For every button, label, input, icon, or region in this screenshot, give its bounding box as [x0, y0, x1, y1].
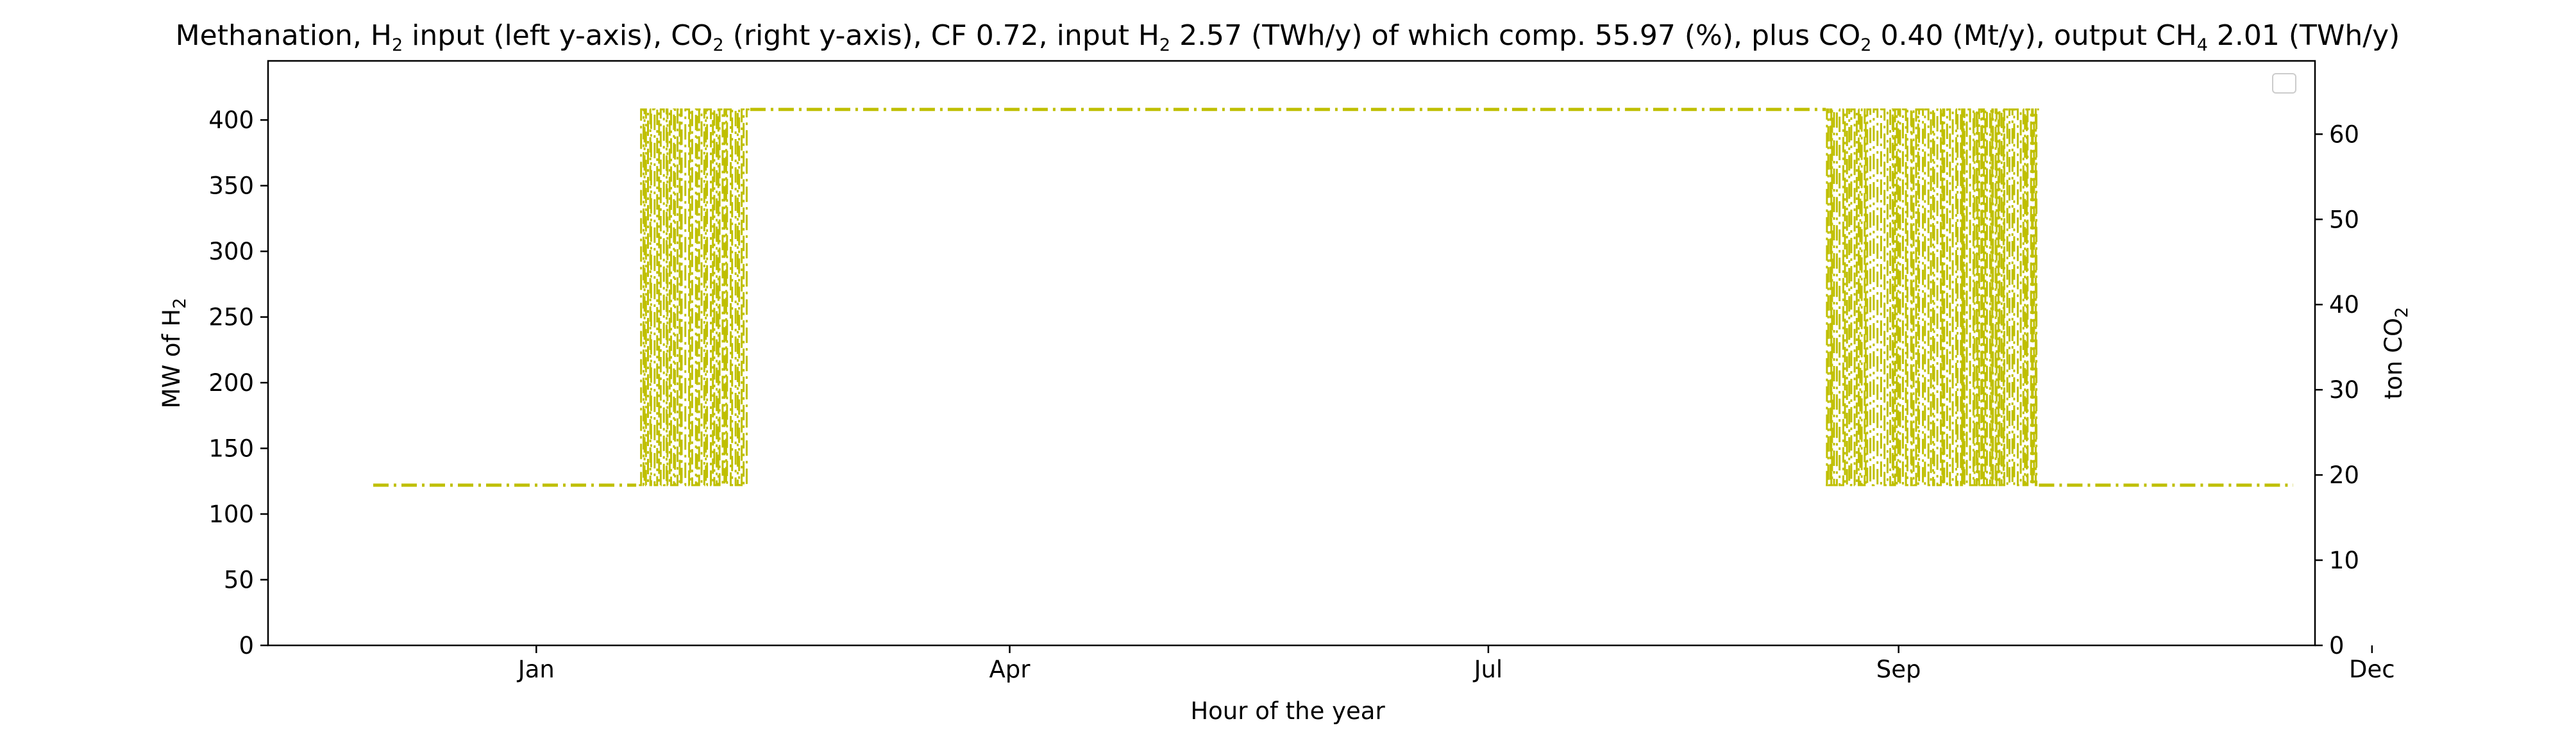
y-left-label-main: MW of H	[158, 309, 185, 409]
x-axis-ticks: Jan Apr Jul Sep Dec	[517, 645, 2395, 683]
title-part: 2.01 (TWh/y)	[2208, 19, 2400, 52]
y-axis-right-ticks: 0 10 20 30 40 50 60	[2315, 120, 2359, 659]
title-part: 2.57 (TWh/y) of which comp. 55.97 (%), p…	[1170, 19, 1860, 52]
x-tick-label: Jan	[517, 656, 555, 683]
x-tick-label: Jul	[1473, 656, 1503, 683]
h2-input-switching-band	[1826, 108, 2039, 486]
y-left-tick-label: 100	[208, 501, 254, 528]
y-left-label-sub: 2	[170, 298, 190, 309]
y-left-tick-label: 350	[208, 172, 254, 200]
y-right-tick-label: 60	[2329, 120, 2359, 148]
y-left-tick-label: 0	[239, 632, 254, 659]
y-axis-left-label: MW of H2	[158, 298, 190, 409]
plot-frame	[267, 60, 2316, 647]
title-part: 2	[713, 35, 724, 55]
title-part: 2	[1159, 35, 1170, 55]
y-right-tick-label: 0	[2329, 632, 2344, 659]
y-right-tick-label: 20	[2329, 461, 2359, 489]
x-axis-label: Hour of the year	[1190, 697, 1385, 725]
chart-title: Methanation, H2 input (left y-axis), CO2…	[176, 19, 2400, 55]
data-layer	[373, 108, 2293, 487]
x-tick-label: Sep	[1876, 656, 1921, 683]
y-left-tick-label: 300	[208, 238, 254, 265]
y-right-tick-label: 30	[2329, 376, 2359, 404]
y-right-label-sub: 2	[2392, 307, 2412, 318]
title-part: 2	[1860, 35, 1871, 55]
y-left-tick-label: 50	[224, 567, 254, 594]
h2-input-switching-band	[639, 108, 750, 486]
y-right-tick-label: 50	[2329, 206, 2359, 233]
y-right-tick-label: 10	[2329, 547, 2359, 574]
y-axis-right-label: ton CO2	[2380, 307, 2412, 400]
y-left-tick-label: 400	[208, 106, 254, 134]
y-left-tick-label: 200	[208, 369, 254, 397]
y-left-tick-label: 250	[208, 304, 254, 331]
title-part: Methanation, H	[176, 19, 392, 52]
title-part: 2	[392, 35, 403, 55]
title-part: (right y-axis), CF 0.72, input H	[724, 19, 1159, 52]
y-right-tick-label: 40	[2329, 291, 2359, 319]
title-part: 0.40 (Mt/y), output CH	[1871, 19, 2196, 52]
title-part: 4	[2197, 35, 2208, 55]
x-tick-label: Apr	[989, 656, 1031, 683]
y-left-tick-label: 150	[208, 435, 254, 463]
y-axis-left-ticks: 0 50 100 150 200 250 300 350 400	[208, 106, 268, 659]
x-tick-label: Dec	[2349, 656, 2395, 683]
y-right-label-main: ton CO	[2380, 318, 2407, 399]
title-part: input (left y-axis), CO	[403, 19, 712, 52]
legend-box	[2272, 73, 2296, 94]
